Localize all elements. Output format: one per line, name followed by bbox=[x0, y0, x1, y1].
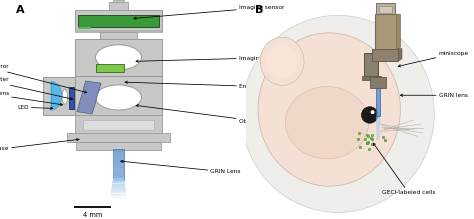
Bar bbox=[69, 87, 74, 109]
Text: Base: Base bbox=[0, 138, 79, 151]
Bar bbox=[376, 87, 380, 116]
Ellipse shape bbox=[95, 45, 142, 70]
Text: Dichrioc mirror: Dichrioc mirror bbox=[0, 64, 87, 93]
Bar bbox=[362, 76, 382, 80]
Bar bbox=[112, 184, 125, 186]
Polygon shape bbox=[398, 49, 402, 61]
Bar bbox=[113, 149, 124, 180]
Text: A: A bbox=[16, 5, 24, 16]
Bar bbox=[112, 187, 125, 189]
Bar bbox=[113, 179, 124, 182]
Bar bbox=[95, 64, 124, 72]
Polygon shape bbox=[397, 14, 401, 50]
Bar bbox=[111, 191, 126, 193]
Bar bbox=[113, 173, 124, 175]
Text: Objective lens: Objective lens bbox=[136, 104, 281, 124]
Ellipse shape bbox=[242, 15, 434, 212]
Bar bbox=[76, 142, 161, 150]
Bar bbox=[112, 181, 125, 184]
Bar bbox=[110, 194, 127, 196]
Bar bbox=[78, 27, 91, 29]
Bar bbox=[43, 77, 81, 115]
Polygon shape bbox=[51, 82, 62, 110]
Bar bbox=[75, 76, 162, 115]
Bar bbox=[379, 6, 392, 13]
Text: Excitation filter: Excitation filter bbox=[0, 78, 73, 100]
Text: 4 mm: 4 mm bbox=[82, 212, 102, 218]
Ellipse shape bbox=[258, 33, 401, 186]
Text: B: B bbox=[255, 5, 263, 16]
Text: GRIN Lens: GRIN Lens bbox=[121, 160, 241, 174]
Bar bbox=[110, 195, 127, 198]
Ellipse shape bbox=[267, 44, 298, 79]
Bar bbox=[113, 162, 124, 164]
Bar bbox=[113, 157, 124, 160]
Bar bbox=[75, 115, 162, 134]
Bar bbox=[113, 170, 124, 173]
Text: Imaging sensor: Imaging sensor bbox=[134, 5, 284, 19]
Bar bbox=[113, 164, 124, 166]
Bar bbox=[113, 155, 124, 158]
Bar bbox=[109, 2, 128, 10]
Bar bbox=[113, 159, 124, 162]
Bar bbox=[83, 120, 154, 130]
Bar bbox=[75, 39, 162, 76]
Bar bbox=[110, 196, 127, 199]
Ellipse shape bbox=[285, 87, 369, 159]
Bar bbox=[111, 188, 126, 191]
Text: Imaging lens: Imaging lens bbox=[136, 56, 277, 62]
Polygon shape bbox=[77, 81, 101, 114]
Bar bbox=[113, 175, 124, 177]
Ellipse shape bbox=[260, 37, 304, 85]
Ellipse shape bbox=[362, 107, 378, 123]
Bar bbox=[112, 182, 125, 185]
Bar bbox=[113, 168, 124, 171]
Bar bbox=[111, 192, 126, 195]
Bar bbox=[370, 77, 386, 88]
Text: Emission filter: Emission filter bbox=[125, 81, 281, 89]
Polygon shape bbox=[376, 116, 380, 140]
Bar bbox=[375, 14, 397, 50]
Bar bbox=[78, 15, 159, 27]
Bar bbox=[376, 3, 395, 15]
Bar bbox=[100, 32, 137, 39]
Bar bbox=[110, 198, 127, 200]
Ellipse shape bbox=[62, 89, 68, 104]
Text: Collimating lens: Collimating lens bbox=[0, 91, 63, 106]
Bar bbox=[113, 166, 124, 169]
Bar bbox=[113, 177, 124, 180]
Ellipse shape bbox=[371, 110, 374, 114]
Bar bbox=[112, 185, 125, 188]
Bar bbox=[75, 30, 162, 33]
Text: GRIN lens: GRIN lens bbox=[401, 93, 468, 98]
Bar bbox=[372, 49, 398, 61]
Text: GECI-labeled cells: GECI-labeled cells bbox=[373, 143, 435, 195]
Bar bbox=[75, 10, 162, 32]
Text: miniscope: miniscope bbox=[398, 51, 469, 67]
Bar bbox=[111, 189, 126, 192]
Bar bbox=[113, 178, 124, 181]
Bar bbox=[113, 153, 124, 155]
Bar bbox=[113, 0, 124, 2]
Bar bbox=[67, 133, 170, 142]
Ellipse shape bbox=[95, 85, 142, 110]
Text: LED: LED bbox=[17, 105, 53, 110]
Bar bbox=[364, 53, 379, 79]
